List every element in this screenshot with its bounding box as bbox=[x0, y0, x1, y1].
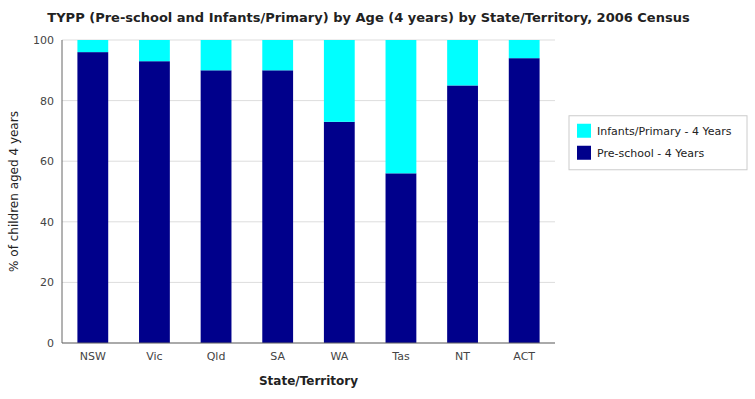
bars bbox=[77, 40, 539, 343]
x-axis: NSW Vic Qld SA WA Tas NT ACT bbox=[80, 350, 536, 363]
y-tick-label: 0 bbox=[47, 337, 54, 350]
grid-line bbox=[62, 40, 555, 41]
bar bbox=[509, 58, 540, 343]
grid-line bbox=[62, 343, 555, 344]
x-axis-line bbox=[62, 343, 555, 344]
bar bbox=[77, 52, 108, 343]
x-tick-label: Qld bbox=[207, 350, 226, 363]
y-tick-label: 40 bbox=[40, 216, 54, 229]
x-tick-label: Tas bbox=[391, 350, 410, 363]
x-tick-label: NSW bbox=[80, 350, 106, 363]
x-tick-label: WA bbox=[330, 350, 348, 363]
y-tick-label: 100 bbox=[33, 34, 54, 47]
y-tick-label: 80 bbox=[40, 95, 54, 108]
x-tick-label: Vic bbox=[146, 350, 162, 363]
x-tick-label: ACT bbox=[513, 350, 535, 363]
bar bbox=[262, 40, 293, 70]
grid-line bbox=[62, 161, 555, 162]
bar bbox=[139, 61, 170, 343]
y-axis: 0 20 40 60 80 100 bbox=[33, 34, 555, 350]
legend-label: Infants/Primary - 4 Years bbox=[597, 125, 732, 138]
grid-line bbox=[62, 282, 555, 283]
bar bbox=[386, 40, 417, 173]
grid-line bbox=[62, 100, 555, 101]
bar bbox=[262, 70, 293, 343]
bar bbox=[139, 40, 170, 61]
x-tick-label: NT bbox=[455, 350, 470, 363]
legend-swatch bbox=[577, 146, 591, 160]
bar bbox=[201, 40, 232, 70]
legend-swatch bbox=[577, 124, 591, 138]
y-tick-label: 20 bbox=[40, 276, 54, 289]
y-tick-label: 60 bbox=[40, 155, 54, 168]
legend: Infants/Primary - 4 Years Pre-school - 4 … bbox=[569, 116, 747, 170]
bar bbox=[324, 122, 355, 343]
bar bbox=[447, 40, 478, 85]
chart: TYPP (Pre-school and Infants/Primary) by… bbox=[0, 0, 755, 399]
bar bbox=[447, 85, 478, 343]
title: TYPP (Pre-school and Infants/Primary) by… bbox=[47, 10, 690, 25]
bar bbox=[201, 70, 232, 343]
bar bbox=[77, 40, 108, 52]
x-axis-label: State/Territory bbox=[259, 374, 358, 388]
y-axis-label: % of children aged 4 years bbox=[7, 111, 21, 272]
legend-box bbox=[569, 116, 747, 170]
bar bbox=[509, 40, 540, 58]
grid-line bbox=[62, 221, 555, 222]
bar bbox=[386, 173, 417, 343]
x-tick-label: SA bbox=[270, 350, 285, 363]
y-axis-line bbox=[62, 40, 63, 343]
bar bbox=[324, 40, 355, 122]
legend-label: Pre-school - 4 Years bbox=[597, 147, 704, 160]
